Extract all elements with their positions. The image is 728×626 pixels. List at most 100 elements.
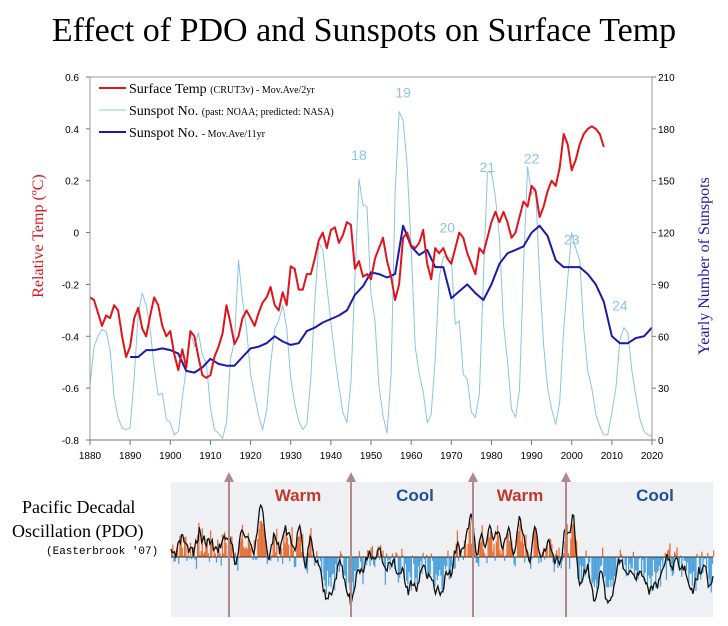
pdo-bar (496, 525, 499, 557)
pdo-bar (507, 532, 509, 557)
pdo-bar (205, 545, 207, 557)
pdo-bar (568, 557, 571, 569)
pdo-bar (514, 557, 516, 567)
pdo-bar (453, 557, 455, 569)
pdo-bar (495, 541, 498, 557)
pdo-bar (289, 557, 291, 562)
pdo-bar (344, 557, 346, 576)
pdo-bar (388, 557, 390, 560)
pdo-bar (414, 557, 416, 587)
pdo-bar (711, 557, 714, 564)
pdo-bar (354, 557, 356, 571)
pdo-bar (528, 557, 531, 561)
pdo-bar (387, 557, 389, 562)
pdo-bar (208, 557, 211, 562)
y-tick-label: 0.6 (65, 73, 79, 84)
pdo-bar (493, 544, 495, 557)
pdo-bar (261, 523, 264, 557)
y2-tick-label: 0 (658, 436, 664, 447)
pdo-bar (454, 557, 456, 569)
pdo-bar (440, 557, 442, 576)
pdo-bar (658, 557, 660, 566)
pdo-arrow-head (561, 472, 571, 482)
pdo-bar (704, 557, 707, 559)
pdo-bar (256, 557, 258, 560)
pdo-bar (296, 543, 298, 557)
pdo-bar (187, 550, 189, 557)
x-tick-label: 1970 (440, 451, 463, 462)
pdo-bar (298, 536, 300, 557)
pdo-bar (605, 557, 607, 587)
pdo-bar (596, 557, 598, 589)
pdo-bar (417, 557, 420, 567)
pdo-bar (482, 549, 485, 557)
pdo-bar (225, 543, 227, 557)
cycle-label: 18 (351, 147, 367, 163)
pdo-bar (435, 557, 437, 575)
pdo-bar (371, 545, 374, 557)
x-tick-label: 1960 (400, 451, 423, 462)
pdo-bar (662, 557, 664, 568)
pdo-bar (521, 529, 524, 557)
pdo-bar (409, 557, 411, 577)
pdo-bar (560, 557, 562, 569)
pdo-bar (263, 528, 265, 557)
pdo-bar (328, 557, 330, 587)
pdo-bar (571, 523, 573, 557)
legend-entry: Sunspot No. - Mov.Ave/11yr (129, 126, 266, 141)
pdo-bar (552, 557, 554, 563)
pdo-bar (428, 557, 430, 578)
pdo-bar (610, 557, 612, 587)
pdo-bar (329, 557, 331, 578)
pdo-bar (487, 533, 489, 557)
pdo-bar (270, 557, 272, 561)
pdo-bar (710, 557, 712, 593)
pdo-bar (377, 546, 379, 557)
pdo-bar (651, 557, 653, 576)
pdo-bar (186, 557, 188, 561)
x-tick-label: 1930 (280, 451, 303, 462)
series-line-sunspot-yearly (89, 111, 653, 439)
pdo-bar (415, 557, 417, 579)
chart-title: Effect of PDO and Sunspots on Surface Te… (51, 12, 677, 49)
pdo-bar (665, 557, 668, 580)
cycle-label: 24 (612, 297, 628, 313)
pdo-bar (468, 529, 470, 557)
pdo-bar (372, 557, 375, 565)
y-tick-label: -0.4 (62, 332, 80, 343)
pdo-bar (450, 557, 453, 567)
pdo-bar (579, 557, 581, 566)
pdo-bar (529, 557, 532, 570)
pdo-bar (613, 557, 616, 577)
pdo-bar (385, 553, 388, 557)
pdo-bar (585, 550, 587, 557)
pdo-bar (191, 557, 193, 560)
pdo-bar (475, 557, 477, 563)
pdo-bar (326, 557, 329, 571)
y-tick-label: -0.6 (62, 384, 80, 395)
x-tick-label: 1940 (320, 451, 343, 462)
pdo-bar (538, 557, 540, 564)
pdo-bar (640, 557, 643, 576)
pdo-bar (478, 557, 480, 567)
pdo-label-line2: Oscillation (PDO) (12, 521, 144, 541)
pdo-bar (265, 540, 267, 557)
x-tick-label: 2020 (641, 451, 664, 462)
pdo-bar (620, 554, 623, 557)
y-tick-label: -0.2 (62, 280, 80, 291)
pdo-bar (172, 544, 174, 557)
pdo-phase-label: Cool (396, 486, 434, 505)
pdo-bar (676, 547, 678, 557)
pdo-bar (670, 557, 672, 571)
pdo-bar (627, 557, 630, 575)
pdo-bar (370, 547, 372, 557)
pdo-bar (630, 557, 632, 569)
pdo-bar (224, 532, 226, 557)
pdo-bar (696, 553, 698, 557)
pdo-bar (188, 557, 191, 559)
pdo-bar (570, 538, 572, 557)
pdo-bar (431, 557, 434, 561)
pdo-bar (339, 551, 342, 557)
pdo-bar (258, 528, 260, 557)
